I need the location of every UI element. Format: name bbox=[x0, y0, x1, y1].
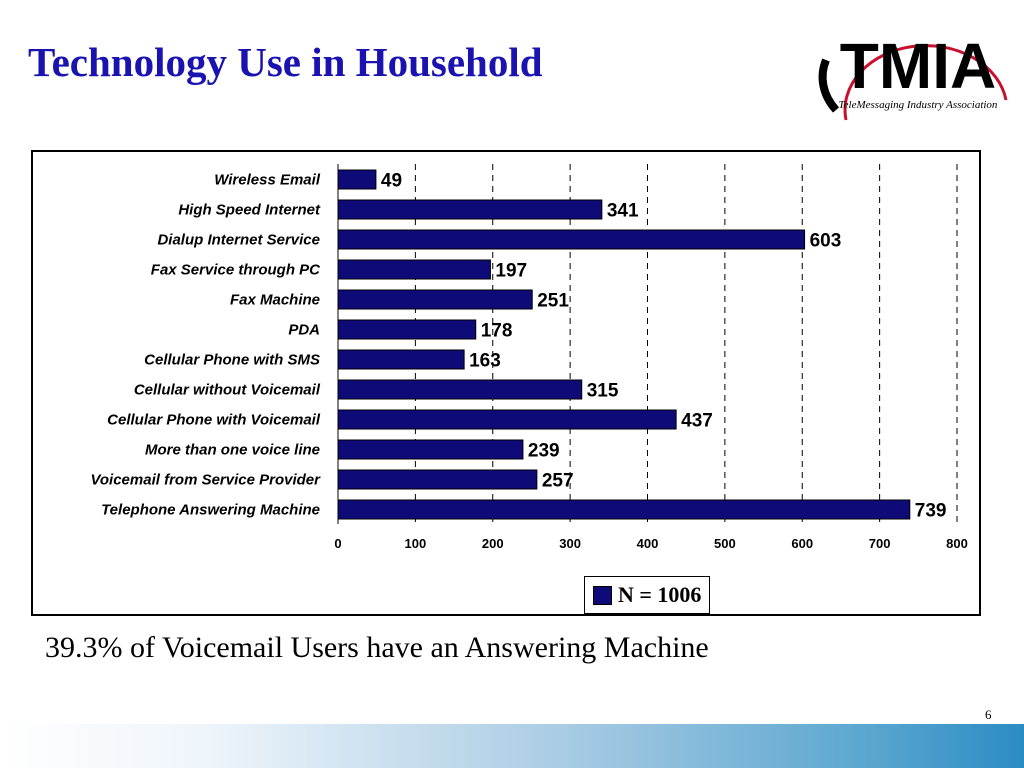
bar-chart: Wireless Email 49 High Speed Internet 341 Di… bbox=[90, 164, 968, 551]
slide-caption: 39.3% of Voicemail Users have an Answeri… bbox=[45, 631, 709, 664]
category-label: Voicemail from Service Provider bbox=[90, 472, 321, 489]
page-number: 6 bbox=[985, 707, 992, 722]
x-tick-label: 800 bbox=[946, 536, 968, 551]
bar bbox=[337, 169, 377, 190]
bar bbox=[337, 379, 583, 400]
logo-mark: TMIA bbox=[840, 30, 996, 102]
category-label: Cellular Phone with Voicemail bbox=[107, 412, 321, 429]
bar bbox=[337, 289, 533, 310]
x-tick-label: 600 bbox=[791, 536, 813, 551]
x-tick-label: 0 bbox=[334, 536, 341, 551]
bar bbox=[337, 229, 806, 250]
category-label: Fax Service through PC bbox=[151, 262, 321, 279]
bar bbox=[337, 469, 538, 490]
chart-frame: Wireless Email 49 High Speed Internet 341 Di… bbox=[31, 150, 981, 616]
category-label: Cellular Phone with SMS bbox=[144, 352, 320, 369]
x-tick-label: 100 bbox=[405, 536, 427, 551]
x-tick-label: 500 bbox=[714, 536, 736, 551]
footer-gradient-band bbox=[0, 724, 1024, 768]
bar bbox=[337, 409, 677, 430]
bar bbox=[337, 259, 491, 280]
category-label: Dialup Internet Service bbox=[157, 232, 320, 249]
data-label: 178 bbox=[481, 321, 513, 342]
logo-ring-arc-dark bbox=[818, 58, 840, 113]
logo-tagline: TeleMessaging Industry Association bbox=[839, 99, 998, 111]
logo-ring-arc bbox=[843, 44, 1008, 121]
legend-swatch bbox=[593, 585, 612, 605]
data-label: 341 bbox=[607, 201, 639, 222]
chart-legend: N = 1006 bbox=[584, 576, 711, 614]
category-label: High Speed Internet bbox=[178, 202, 321, 219]
bar bbox=[337, 499, 911, 520]
data-label: 437 bbox=[681, 411, 713, 432]
tmia-logo: TMIA TeleMessaging Industry Association bbox=[818, 30, 1008, 121]
data-label: 163 bbox=[469, 351, 501, 372]
data-label: 197 bbox=[495, 261, 527, 282]
x-tick-label: 700 bbox=[869, 536, 891, 551]
category-label: Cellular without Voicemail bbox=[134, 382, 321, 399]
data-label: 739 bbox=[915, 501, 947, 522]
category-label: Telephone Answering Machine bbox=[101, 502, 320, 519]
category-label: PDA bbox=[288, 322, 320, 339]
data-label: 603 bbox=[810, 231, 842, 252]
data-label: 251 bbox=[537, 291, 569, 312]
bar bbox=[337, 439, 524, 460]
bar bbox=[337, 199, 603, 220]
data-label: 315 bbox=[587, 381, 619, 402]
category-label: Fax Machine bbox=[230, 292, 320, 309]
data-label: 257 bbox=[542, 471, 574, 492]
data-label: 49 bbox=[381, 171, 402, 192]
bar bbox=[337, 349, 465, 370]
data-label: 239 bbox=[528, 441, 560, 462]
category-label: More than one voice line bbox=[145, 442, 320, 459]
category-label: Wireless Email bbox=[214, 172, 321, 189]
slide-title: Technology Use in Household bbox=[28, 39, 543, 85]
x-tick-label: 300 bbox=[559, 536, 581, 551]
x-tick-label: 200 bbox=[482, 536, 504, 551]
x-tick-label: 400 bbox=[637, 536, 659, 551]
legend-label: N = 1006 bbox=[618, 582, 702, 607]
bar bbox=[337, 319, 477, 340]
